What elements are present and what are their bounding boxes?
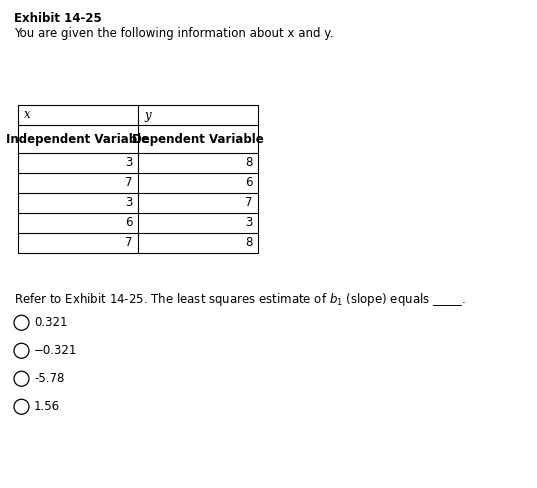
Text: 8: 8: [245, 157, 253, 169]
Text: Dependent Variable: Dependent Variable: [132, 133, 264, 145]
Text: 3: 3: [126, 197, 133, 209]
Text: Refer to Exhibit 14-25. The least squares estimate of $b_1$ (slope) equals _____: Refer to Exhibit 14-25. The least square…: [14, 291, 466, 308]
Text: 7: 7: [126, 177, 133, 189]
Text: You are given the following information about x and y.: You are given the following information …: [14, 27, 333, 40]
Text: 0.321: 0.321: [34, 316, 68, 329]
Text: x: x: [24, 108, 31, 122]
Text: Independent Variable: Independent Variable: [6, 133, 150, 145]
Text: 3: 3: [126, 157, 133, 169]
Text: -5.78: -5.78: [34, 372, 64, 385]
Text: 1.56: 1.56: [34, 400, 60, 413]
Text: 8: 8: [245, 237, 253, 249]
Text: y: y: [144, 108, 150, 122]
Text: 3: 3: [245, 217, 253, 229]
Text: 6: 6: [126, 217, 133, 229]
Text: −0.321: −0.321: [34, 344, 77, 357]
Bar: [18, 105, 258, 253]
Text: Exhibit 14-25: Exhibit 14-25: [14, 12, 101, 25]
Text: 7: 7: [245, 197, 253, 209]
Text: 7: 7: [126, 237, 133, 249]
Text: 6: 6: [245, 177, 253, 189]
